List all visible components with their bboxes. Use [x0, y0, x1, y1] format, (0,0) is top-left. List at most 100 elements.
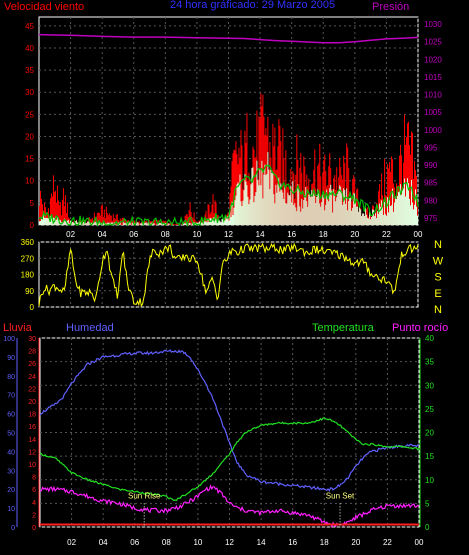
temperature-tick-label: 20 — [425, 429, 434, 438]
temp-humidity-chart: 0510152025303540010203040506070809010002… — [3, 334, 434, 547]
humidity-tick-label: 20 — [7, 487, 15, 494]
time-tick-label: 18 — [319, 230, 328, 239]
compass-label: W — [433, 255, 444, 267]
time-tick-label: 16 — [287, 230, 296, 239]
time-tick-label: 06 — [129, 230, 138, 239]
wind-tick-label: 40 — [25, 44, 34, 53]
temperature-tick-label: 5 — [425, 499, 430, 508]
compass-label: N — [434, 304, 442, 316]
rain-tick-label: 4 — [32, 500, 36, 507]
humidity-tick-label: 100 — [3, 336, 15, 343]
temperature-tick-label: 30 — [425, 381, 434, 390]
wind-direction-line — [38, 242, 419, 308]
time-tick-label: 00 — [414, 230, 423, 239]
sun-event-label: Sun Set — [326, 492, 355, 501]
time-tick-label: 02 — [66, 230, 75, 239]
climate-time-label: 14 — [257, 538, 266, 547]
time-tick-label: 12 — [224, 230, 233, 239]
pressure-title: Presión — [372, 1, 409, 13]
temperature-tick-label: 0 — [425, 523, 430, 532]
compass-label: E — [434, 288, 441, 300]
humidity-tick-label: 70 — [7, 393, 15, 400]
direction-tick-label: 270 — [21, 254, 35, 263]
humidity-tick-label: 80 — [7, 374, 15, 381]
humidity-tick-label: 10 — [7, 506, 15, 513]
temperature-line — [39, 417, 420, 502]
climate-time-label: 00 — [415, 538, 424, 547]
pressure-tick-label: 1020 — [424, 55, 442, 64]
wind-tick-label: 45 — [25, 22, 34, 31]
time-tick-label: 10 — [192, 230, 201, 239]
wind-tick-label: 0 — [30, 221, 35, 230]
temperature-title: Temperatura — [312, 322, 375, 334]
pressure-tick-label: 1000 — [424, 126, 442, 135]
date-title: 24 hora gráficado: 29 Marzo 2005 — [170, 0, 335, 11]
climate-time-label: 20 — [351, 538, 360, 547]
pressure-tick-label: 1025 — [424, 38, 442, 47]
climate-time-label: 02 — [67, 538, 76, 547]
dew-point-title: Punto rocío — [392, 322, 448, 334]
climate-time-label: 10 — [193, 538, 202, 547]
direction-tick-label: 90 — [25, 287, 34, 296]
temperature-tick-label: 25 — [425, 405, 434, 414]
wind-tick-label: 15 — [25, 155, 34, 164]
wind-speed-title: Velocidad viento — [4, 1, 84, 13]
temperature-tick-label: 35 — [425, 358, 434, 367]
direction-tick-label: 360 — [21, 238, 35, 247]
compass-label: S — [434, 272, 441, 284]
dew-point-line — [39, 484, 420, 529]
climate-time-label: 18 — [320, 538, 329, 547]
temperature-tick-label: 40 — [425, 334, 434, 343]
pressure-tick-label: 1005 — [424, 108, 442, 117]
wind-tick-label: 5 — [30, 199, 35, 208]
climate-time-label: 22 — [383, 538, 392, 547]
avg-wind-line — [38, 164, 419, 228]
humidity-tick-label: 0 — [11, 525, 15, 532]
time-tick-label: 04 — [98, 230, 107, 239]
humidity-tick-label: 40 — [7, 449, 15, 456]
rain-tick-label: 20 — [28, 399, 36, 406]
climate-time-label: 08 — [162, 538, 171, 547]
humidity-tick-label: 50 — [7, 431, 15, 438]
time-tick-label: 14 — [256, 230, 265, 239]
rain-tick-label: 16 — [28, 424, 36, 431]
rain-title: Lluvia — [3, 322, 33, 334]
climate-time-label: 04 — [99, 538, 108, 547]
climate-time-label: 06 — [130, 538, 139, 547]
rain-tick-label: 22 — [28, 386, 36, 393]
pressure-tick-label: 990 — [424, 161, 438, 170]
pressure-tick-label: 1015 — [424, 73, 442, 82]
rain-tick-label: 6 — [32, 487, 36, 494]
climate-time-label: 12 — [225, 538, 234, 547]
rain-tick-label: 0 — [32, 525, 36, 532]
time-tick-label: 20 — [350, 230, 359, 239]
rain-tick-label: 8 — [32, 475, 36, 482]
humidity-title: Humedad — [66, 322, 114, 334]
wind-tick-label: 25 — [25, 110, 34, 119]
humidity-tick-label: 90 — [7, 355, 15, 362]
rain-tick-label: 26 — [28, 361, 36, 368]
rain-tick-label: 18 — [28, 412, 36, 419]
wind-tick-label: 10 — [25, 177, 34, 186]
rain-tick-label: 10 — [28, 462, 36, 469]
time-tick-label: 22 — [382, 230, 391, 239]
climate-time-label: 16 — [288, 538, 297, 547]
direction-tick-label: 180 — [21, 271, 35, 280]
temperature-tick-label: 10 — [425, 476, 434, 485]
rain-tick-label: 2 — [32, 512, 36, 519]
pressure-line — [38, 33, 419, 44]
humidity-tick-label: 30 — [7, 468, 15, 475]
rain-tick-label: 12 — [28, 449, 36, 456]
temperature-tick-label: 15 — [425, 452, 434, 461]
rain-tick-label: 14 — [28, 437, 36, 444]
humidity-tick-label: 60 — [7, 412, 15, 419]
compass-label: N — [434, 239, 442, 251]
direction-tick-label: 0 — [30, 303, 35, 312]
pressure-tick-label: 985 — [424, 179, 438, 188]
rain-tick-label: 24 — [28, 374, 36, 381]
wind-tick-label: 35 — [25, 66, 34, 75]
wind-tick-label: 20 — [25, 132, 34, 141]
